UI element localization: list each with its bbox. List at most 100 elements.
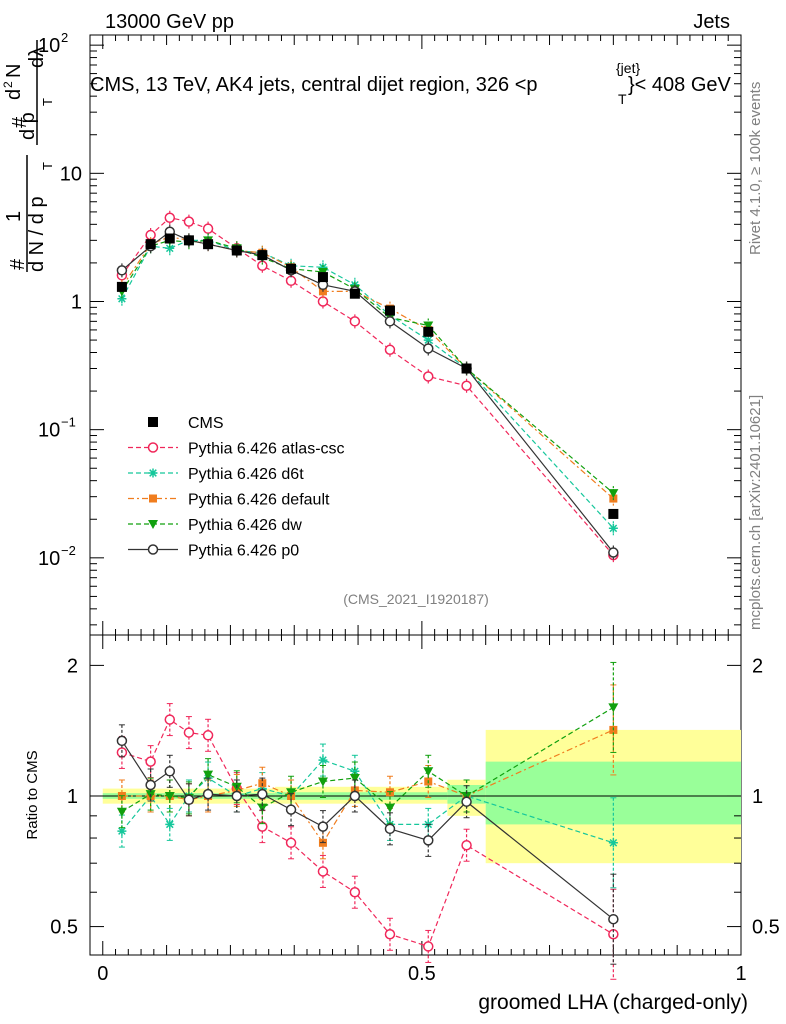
ratio-y-tick-label-right: 2 bbox=[752, 655, 763, 677]
ratio-point-pythia-6-426-p0 bbox=[164, 766, 176, 777]
ratio-point-pythia-6-426-p0 bbox=[285, 804, 297, 815]
ratio-axis-ticks: 0.5 0.5 1 1 2 2 0 0.5 1 bbox=[50, 635, 780, 985]
point-pythia-6-426-p0 bbox=[384, 316, 396, 327]
y-tick-label: 10 bbox=[38, 548, 60, 570]
legend-marker bbox=[149, 494, 157, 503]
point-pythia-6-426-d6t bbox=[165, 243, 175, 253]
ratio-y-tick-label-right: 1 bbox=[752, 786, 763, 808]
y-label-dn-dpt: d N / d p bbox=[26, 196, 48, 272]
point-cms-data bbox=[461, 363, 472, 374]
ratio-point-pythia-6-426-d6t bbox=[165, 819, 175, 829]
ratio-point-pythia-6-426-p0 bbox=[145, 779, 156, 791]
rivet-label: Rivet 4.1.0, ≥ 100k events bbox=[747, 82, 764, 255]
ratio-y-tick-label: 2 bbox=[67, 655, 78, 677]
y-label-d: d bbox=[3, 89, 25, 100]
legend-marker bbox=[148, 417, 158, 427]
y-label-dlambda: dλ bbox=[26, 47, 48, 68]
ratio-point-pythia-6-426-p0 bbox=[423, 835, 434, 846]
ratio-point-pythia-6-426-p0 bbox=[231, 790, 243, 802]
ratio-point-pythia-6-426-dw bbox=[384, 803, 395, 813]
mcplots-label: mcplots.cern.ch [arXiv:2401.10621] bbox=[747, 395, 764, 630]
ratio-point-pythia-6-426-atlas-csc bbox=[349, 886, 361, 898]
y-label-hash-2: # bbox=[9, 116, 31, 128]
ratio-point-pythia-6-426-atlas-csc bbox=[285, 837, 297, 849]
y-label-two: 2 bbox=[1, 81, 15, 88]
ratio-point-pythia-6-426-p0 bbox=[608, 913, 619, 925]
point-pythia-6-426-atlas-csc bbox=[384, 344, 396, 356]
legend-label: Pythia 6.426 p0 bbox=[188, 543, 299, 560]
x-axis-label: groomed LHA (charged-only) bbox=[478, 991, 748, 1014]
ratio-point-pythia-6-426-d6t bbox=[318, 755, 328, 765]
point-pythia-6-426-atlas-csc bbox=[202, 223, 214, 234]
point-pythia-6-426-d6t bbox=[608, 523, 618, 533]
ratio-point-pythia-6-426-dw bbox=[317, 777, 328, 787]
point-cms-data bbox=[608, 508, 619, 519]
y-label-t-sub-1: T bbox=[40, 162, 55, 170]
y-tick-exponent: −1 bbox=[61, 415, 76, 430]
point-pythia-6-426-p0 bbox=[608, 547, 619, 558]
category-label: Jets bbox=[693, 11, 730, 33]
point-cms-data bbox=[384, 305, 395, 316]
ratio-point-pythia-6-426-atlas-csc bbox=[461, 839, 472, 851]
legend-marker bbox=[148, 520, 158, 529]
title-main: CMS, 13 TeV, AK4 jets, central dijet reg… bbox=[90, 74, 538, 96]
title-superscript: {jet} bbox=[616, 60, 640, 76]
title-subscript: T bbox=[618, 91, 627, 107]
point-pythia-6-426-d6t bbox=[117, 294, 127, 304]
legend-label: Pythia 6.426 d6t bbox=[188, 466, 304, 483]
main-series-layer bbox=[116, 210, 619, 563]
ratio-point-pythia-6-426-p0 bbox=[461, 796, 472, 807]
ratio-y-tick-label: 0.5 bbox=[50, 917, 78, 939]
ratio-point-pythia-6-426-d6t bbox=[350, 766, 360, 776]
legend: CMS Pythia 6.426 atlas-csc Pythia 6.426 d6… bbox=[128, 415, 345, 560]
legend-marker bbox=[148, 468, 158, 478]
ratio-point-pythia-6-426-atlas-csc bbox=[317, 866, 329, 877]
ratio-point-pythia-6-426-atlas-csc bbox=[423, 941, 434, 952]
title-tail: }< 408 GeV bbox=[628, 74, 732, 96]
point-cms-data bbox=[145, 239, 156, 250]
point-pythia-6-426-p0 bbox=[423, 343, 434, 354]
ratio-point-pythia-6-426-p0 bbox=[257, 788, 268, 800]
ratio-point-pythia-6-426-atlas-csc bbox=[145, 756, 156, 767]
ratio-point-pythia-6-426-d6t bbox=[608, 838, 618, 848]
ratio-point-pythia-6-426-p0 bbox=[116, 735, 128, 747]
y-tick-exponent: 2 bbox=[61, 30, 68, 45]
point-pythia-6-426-d6t bbox=[318, 262, 328, 272]
ratio-point-pythia-6-426-dw bbox=[608, 703, 619, 713]
point-cms-data bbox=[183, 235, 194, 246]
legend-marker bbox=[147, 544, 159, 555]
x-tick-label: 1 bbox=[735, 963, 746, 985]
y-label-dpt: d p bbox=[17, 112, 39, 140]
ratio-point-pythia-6-426-p0 bbox=[317, 821, 329, 832]
point-pythia-6-426-dw bbox=[423, 321, 434, 331]
legend-marker bbox=[147, 442, 159, 453]
y-tick-exponent: −2 bbox=[61, 543, 76, 558]
point-cms-data bbox=[349, 288, 360, 299]
ratio-y-tick-label-right: 0.5 bbox=[752, 917, 780, 939]
ratio-point-pythia-6-426-dw bbox=[349, 774, 360, 784]
point-cms-data bbox=[164, 233, 175, 244]
point-cms-data bbox=[286, 263, 297, 274]
ratio-point-pythia-6-426-p0 bbox=[349, 790, 361, 802]
ratio-point-pythia-6-426-atlas-csc bbox=[164, 714, 176, 725]
legend-label: Pythia 6.426 dw bbox=[188, 517, 302, 534]
point-pythia-6-426-atlas-csc bbox=[423, 371, 434, 382]
ratio-point-pythia-6-426-dw bbox=[164, 791, 175, 801]
ratio-y-axis-label: Ratio to CMS bbox=[24, 750, 41, 839]
ratio-point-pythia-6-426-atlas-csc bbox=[202, 730, 214, 741]
legend-label: Pythia 6.426 atlas-csc bbox=[188, 441, 345, 458]
y-tick-label: 10 bbox=[60, 163, 82, 185]
ratio-point-pythia-6-426-dw bbox=[286, 788, 297, 798]
y-label-one: 1 bbox=[3, 211, 25, 222]
ratio-point-pythia-6-426-p0 bbox=[384, 823, 396, 835]
point-pythia-6-426-dw bbox=[608, 489, 619, 499]
ratio-point-pythia-6-426-dw bbox=[423, 767, 434, 777]
plot-title: CMS, 13 TeV, AK4 jets, central dijet reg… bbox=[90, 60, 732, 107]
point-cms-data bbox=[231, 245, 242, 256]
energy-label: 13000 GeV pp bbox=[105, 11, 234, 33]
ratio-point-pythia-6-426-p0 bbox=[183, 794, 195, 806]
ratio-point-pythia-6-426-dw bbox=[203, 770, 214, 780]
y-tick-label: 1 bbox=[71, 291, 82, 313]
